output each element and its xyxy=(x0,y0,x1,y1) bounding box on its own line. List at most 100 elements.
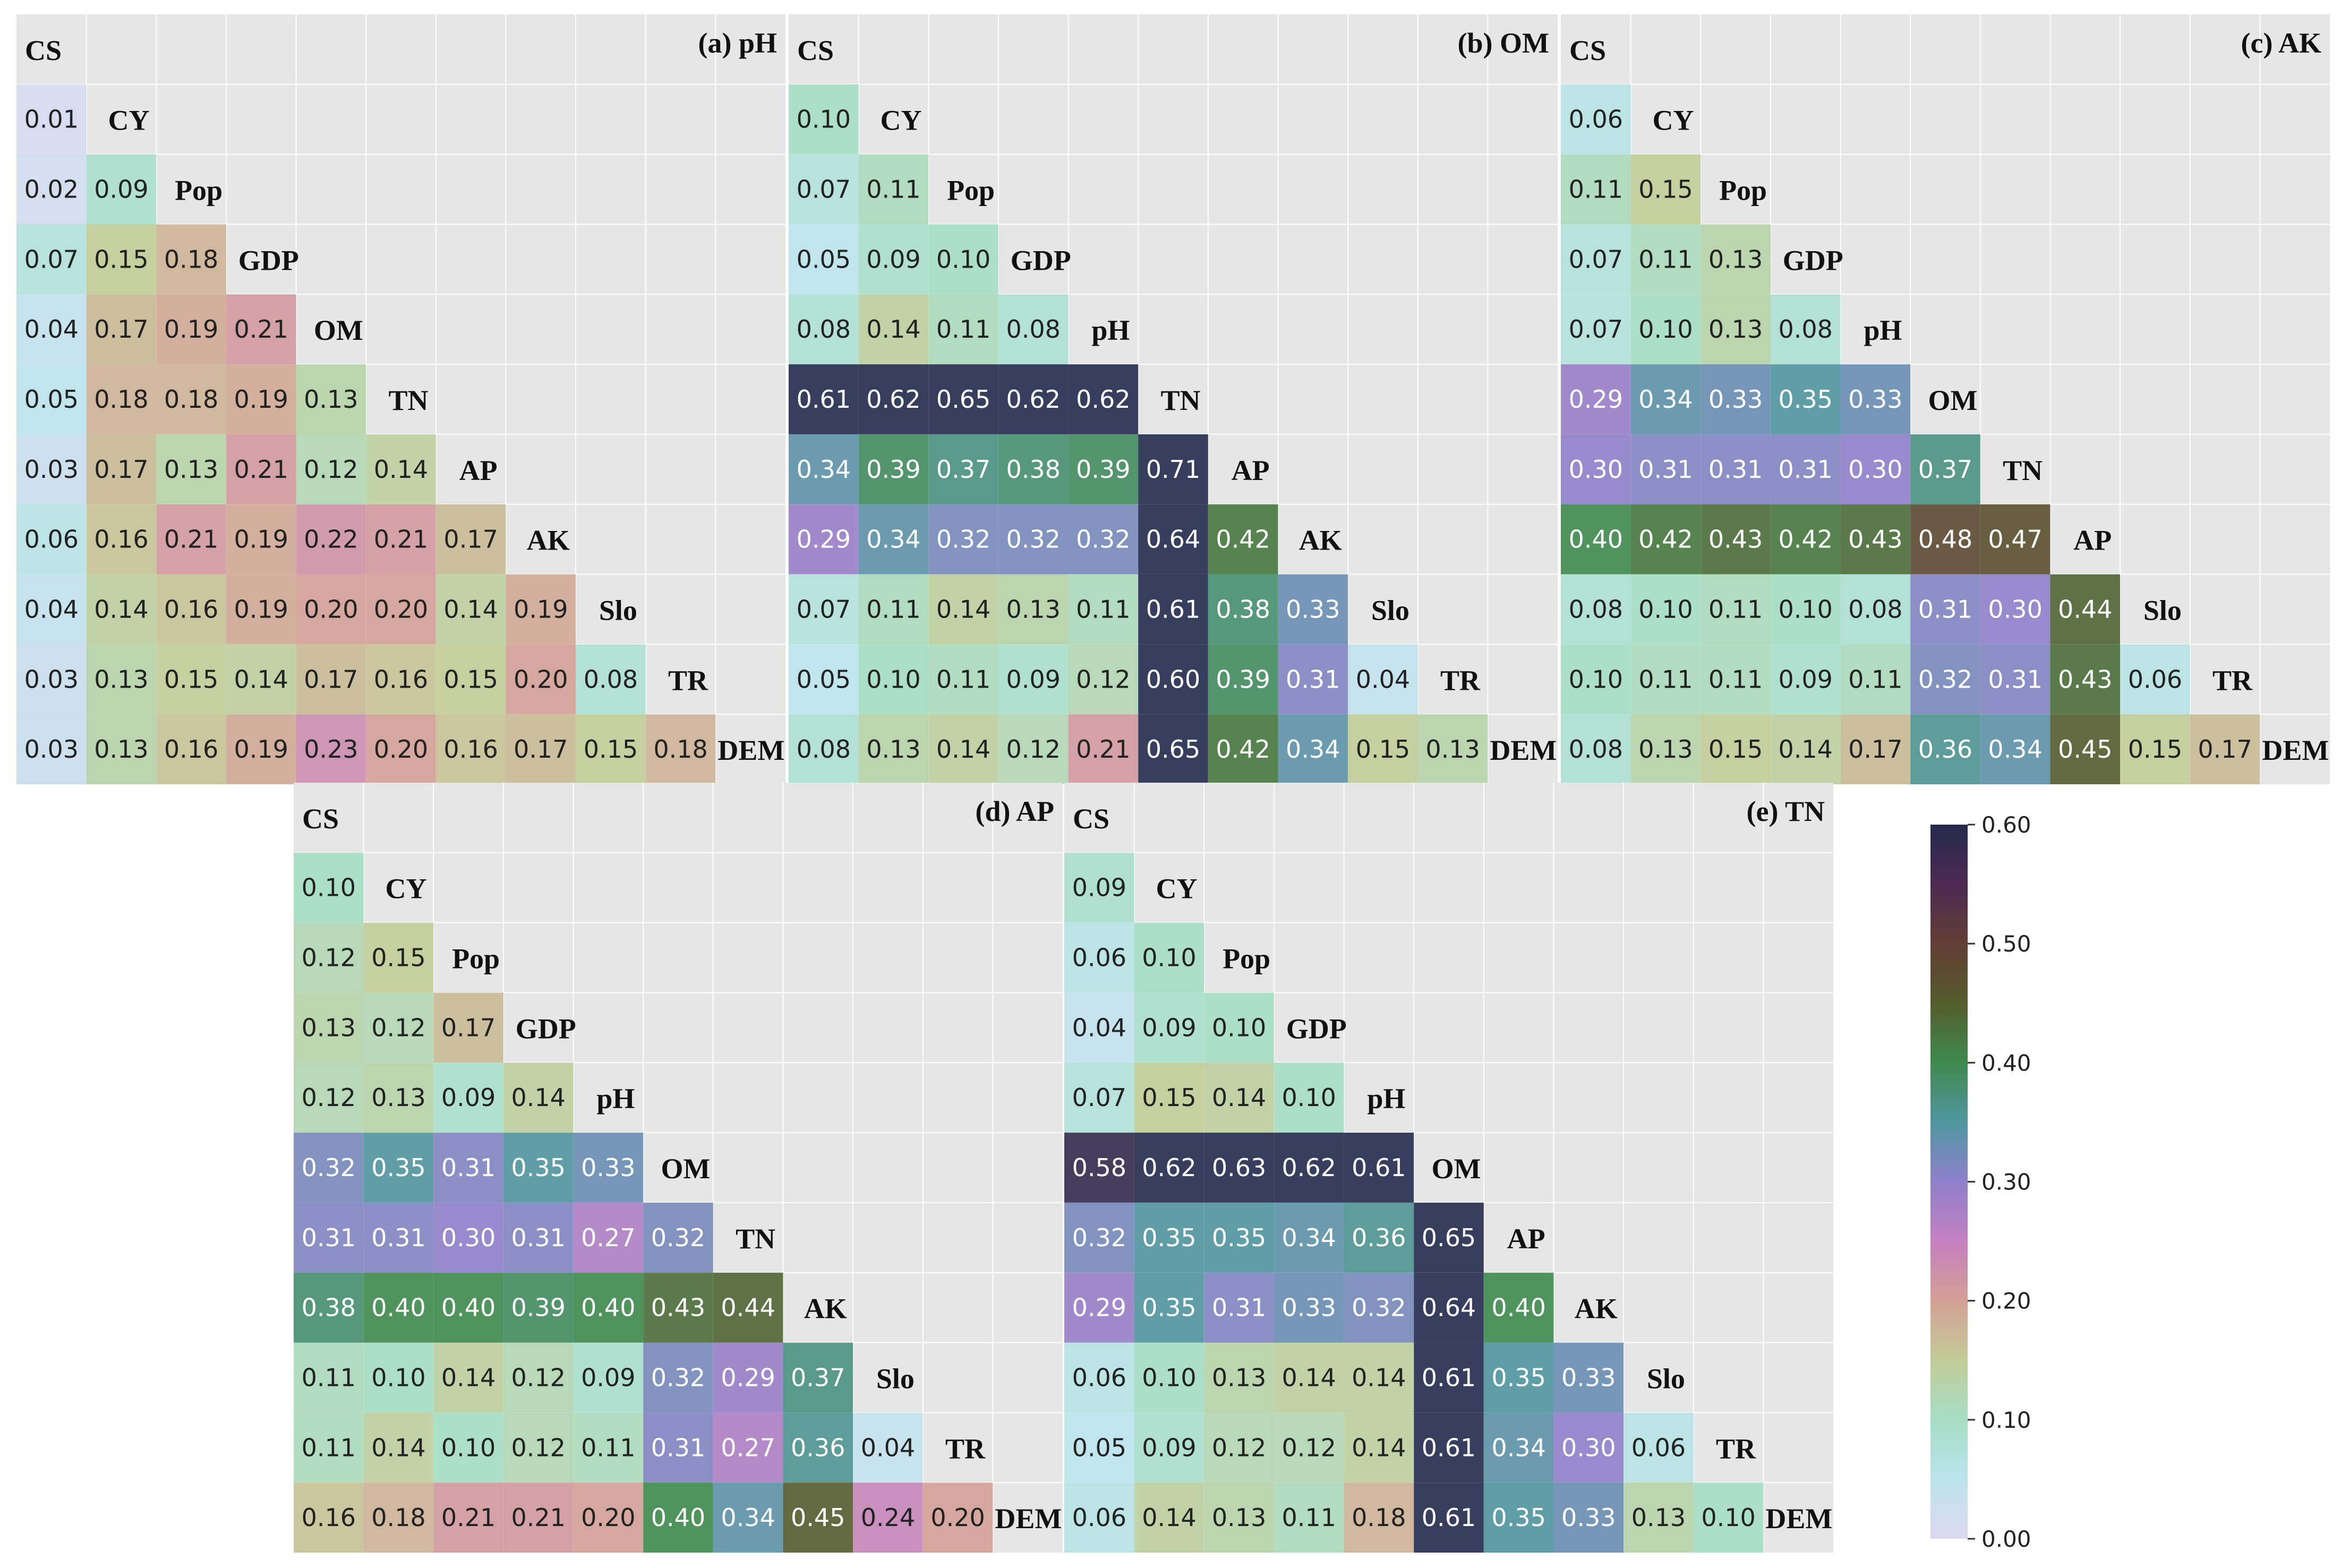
cell-value-label: 0.14 xyxy=(936,735,990,764)
cell-value-label: 0.43 xyxy=(1708,525,1763,554)
cell-value-label: 0.11 xyxy=(1076,595,1130,623)
cell-value-label: 0.21 xyxy=(164,525,218,554)
cell-value-label: 0.14 xyxy=(1779,735,1833,764)
cell-value-label: 0.32 xyxy=(1076,525,1130,554)
cell-value-label: 0.34 xyxy=(866,525,920,554)
panel-title: (d) AP xyxy=(976,795,1055,827)
cell-value-label: 0.16 xyxy=(94,525,148,554)
heatmap-cell xyxy=(1553,1483,1624,1553)
heatmap-cell xyxy=(1624,1412,1694,1483)
cell-value-label: 0.06 xyxy=(1072,1503,1126,1532)
cell-value-label: 0.15 xyxy=(443,665,498,693)
cell-value-label: 0.14 xyxy=(511,1083,566,1112)
heatmap-cell xyxy=(16,434,87,504)
heatmap-cell xyxy=(1204,1202,1274,1273)
heatmap-cell xyxy=(16,714,87,784)
cell-value-label: 0.62 xyxy=(1076,385,1130,414)
heatmap-cell xyxy=(1561,364,1631,434)
cell-value-label: 0.13 xyxy=(371,1083,425,1112)
variable-label: CS xyxy=(25,35,62,66)
cell-value-label: 0.11 xyxy=(1569,175,1623,204)
cell-value-label: 0.13 xyxy=(1212,1363,1266,1392)
heatmap-cell xyxy=(1910,504,1980,575)
cell-value-label: 0.17 xyxy=(441,1013,495,1042)
heatmap-cell xyxy=(1208,504,1278,575)
heatmap-cell xyxy=(226,364,296,434)
heatmap-cell xyxy=(1630,154,1701,225)
cell-value-label: 0.06 xyxy=(24,525,79,554)
heatmap-cell xyxy=(1278,714,1348,784)
heatmap-cell xyxy=(1701,364,1771,434)
heatmap-cell xyxy=(858,364,929,434)
cell-value-label: 0.14 xyxy=(1142,1503,1196,1532)
heatmap-cell xyxy=(928,644,998,715)
cell-value-label: 0.14 xyxy=(443,595,498,623)
heatmap-cell xyxy=(1348,714,1418,784)
heatmap-cell xyxy=(1630,224,1701,295)
heatmap-cell xyxy=(1701,294,1771,365)
heatmap-cell xyxy=(1134,1063,1204,1133)
cell-value-label: 0.18 xyxy=(371,1503,425,1532)
cell-value-label: 0.27 xyxy=(721,1433,775,1462)
heatmap-cell xyxy=(1980,714,2050,784)
heatmap-cell xyxy=(86,574,157,645)
variable-label: Slo xyxy=(876,1363,915,1394)
cell-value-label: 0.22 xyxy=(304,525,358,554)
cell-value-label: 0.05 xyxy=(797,665,851,693)
heatmap-cell xyxy=(16,294,87,365)
cell-value-label: 0.15 xyxy=(1708,735,1763,764)
cell-value-label: 0.35 xyxy=(1212,1223,1266,1252)
heatmap-cell xyxy=(2190,714,2260,784)
cell-value-label: 0.30 xyxy=(441,1223,495,1252)
colorbar: 0.00 0.10 0.20 0.30 0.40 0.50 0.60 xyxy=(1930,812,2090,1552)
heatmap-cell xyxy=(86,154,157,225)
heatmap-cell xyxy=(1840,364,1911,434)
heatmap-cell xyxy=(16,224,87,295)
cell-value-label: 0.63 xyxy=(1212,1153,1266,1182)
cell-value-label: 0.65 xyxy=(936,385,990,414)
heatmap-cell xyxy=(1561,294,1631,365)
cell-value-label: 0.07 xyxy=(1569,315,1623,344)
heatmap-cell xyxy=(1274,1483,1344,1553)
cell-value-label: 0.23 xyxy=(304,735,358,764)
cell-value-label: 0.17 xyxy=(514,735,568,764)
cell-value-label: 0.11 xyxy=(866,175,920,204)
cell-value-label: 0.39 xyxy=(511,1293,566,1322)
variable-label: pH xyxy=(1367,1083,1405,1115)
cell-value-label: 0.13 xyxy=(304,385,358,414)
heatmap-cell xyxy=(783,1412,853,1483)
cell-value-label: 0.09 xyxy=(1006,665,1061,693)
cell-value-label: 0.20 xyxy=(304,595,358,623)
heatmap-cell xyxy=(643,1272,713,1343)
heatmap-cell xyxy=(433,992,503,1063)
colorbar-tick-label: 0.50 xyxy=(1981,931,2031,957)
cell-value-label: 0.43 xyxy=(1848,525,1902,554)
cell-value-label: 0.31 xyxy=(1918,595,1972,623)
cell-value-label: 0.40 xyxy=(441,1293,495,1322)
cell-value-label: 0.61 xyxy=(1422,1363,1476,1392)
variable-label: TR xyxy=(945,1433,986,1464)
cell-value-label: 0.18 xyxy=(94,385,148,414)
heatmap-cell xyxy=(1134,1342,1204,1413)
heatmap-cell xyxy=(156,714,226,784)
cell-value-label: 0.08 xyxy=(1569,595,1623,623)
heatmap-cell xyxy=(363,1133,434,1203)
heatmap-cell xyxy=(433,1483,503,1553)
heatmap-cell xyxy=(789,644,859,715)
heatmap-cell xyxy=(1770,714,1841,784)
cell-value-label: 0.39 xyxy=(1076,455,1130,484)
heatmap-cell xyxy=(363,922,434,993)
variable-label: TN xyxy=(736,1223,775,1255)
heatmap-cell xyxy=(1208,574,1278,645)
cell-value-label: 0.17 xyxy=(94,455,148,484)
heatmap-cell xyxy=(1274,1133,1344,1203)
heatmap-cell xyxy=(1064,1272,1134,1343)
variable-label: CY xyxy=(1156,873,1197,905)
cell-value-label: 0.71 xyxy=(1146,455,1200,484)
cell-value-label: 0.58 xyxy=(1072,1153,1126,1182)
cell-value-label: 0.33 xyxy=(1561,1503,1616,1532)
heatmap-panel-c: 0.06 0.11 0.15 0.07 0.11 0.13 0.07 0.10 0.13 0.08… xyxy=(1561,14,2330,784)
cell-value-label: 0.17 xyxy=(1848,735,1902,764)
cell-value-label: 0.42 xyxy=(1638,525,1693,554)
variable-label: TN xyxy=(1160,384,1200,416)
